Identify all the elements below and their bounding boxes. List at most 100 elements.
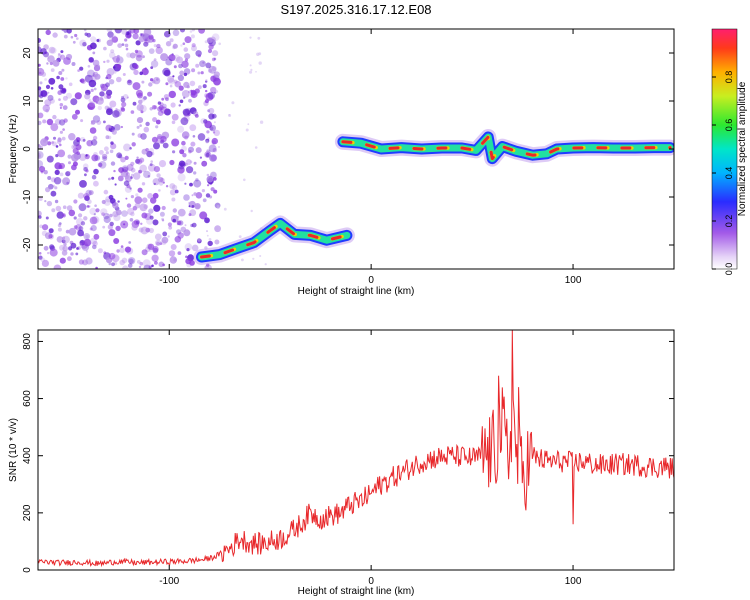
noise-speckle	[202, 61, 205, 64]
spectrogram-ytick-label: 0	[22, 146, 33, 152]
noise-speckle	[118, 167, 124, 173]
noise-speckle	[132, 101, 137, 106]
noise-speckle	[106, 29, 113, 33]
noise-speckle	[73, 199, 78, 204]
noise-speckle	[127, 79, 132, 84]
noise-speckle	[52, 114, 57, 120]
noise-speckle	[172, 208, 177, 213]
noise-speckle	[168, 54, 176, 62]
noise-speckle	[188, 205, 191, 208]
noise-speckle	[120, 156, 126, 163]
noise-speckle	[173, 258, 177, 262]
noise-speckle	[97, 248, 103, 254]
noise-speckle	[162, 231, 168, 237]
noise-speckle	[85, 189, 92, 196]
noise-speckle	[205, 92, 214, 101]
noise-speckle	[206, 230, 208, 233]
noise-speckle	[138, 227, 144, 233]
noise-speckle	[103, 46, 107, 51]
noise-speckle	[178, 160, 186, 167]
noise-speckle	[89, 207, 97, 215]
noise-speckle	[62, 205, 67, 209]
noise-speckle	[159, 181, 164, 186]
noise-speckle	[191, 43, 196, 48]
noise-speckle	[95, 101, 98, 104]
noise-speckle	[119, 247, 125, 253]
noise-speckle	[38, 86, 42, 91]
noise-speckle	[109, 213, 113, 218]
noise-speckle	[207, 109, 211, 113]
noise-speckle	[186, 248, 190, 252]
noise-speckle	[96, 120, 102, 125]
noise-speckle	[207, 48, 213, 54]
noise-speckle	[84, 173, 87, 177]
noise-speckle	[84, 93, 91, 100]
noise-speckle	[151, 264, 154, 268]
noise-speckle	[133, 172, 141, 180]
noise-speckle	[75, 144, 82, 151]
noise-speckle	[67, 154, 72, 159]
noise-speckle	[120, 106, 125, 111]
noise-speckle	[100, 208, 108, 216]
colorbar-tick-label: 0.8	[724, 71, 734, 84]
noise-speckle	[112, 202, 119, 209]
noise-speckle	[150, 66, 154, 69]
noise-speckle	[108, 194, 114, 200]
noise-speckle	[150, 78, 154, 82]
noise-speckle	[174, 80, 182, 88]
noise-speckle	[120, 107, 126, 112]
noise-speckle	[139, 104, 147, 113]
noise-speckle	[112, 110, 120, 118]
noise-speckle	[155, 46, 163, 55]
noise-speckle	[120, 125, 123, 129]
noise-speckle	[188, 150, 192, 154]
noise-speckle	[41, 230, 48, 236]
noise-speckle	[152, 219, 159, 226]
noise-speckle	[38, 43, 41, 48]
noise-speckle	[62, 95, 68, 101]
noise-speckle	[56, 75, 60, 80]
noise-speckle	[150, 60, 159, 68]
noise-speckle	[50, 190, 57, 197]
noise-speckle	[124, 43, 129, 48]
noise-speckle	[138, 99, 143, 105]
noise-speckle	[169, 84, 173, 88]
noise-speckle	[161, 97, 165, 101]
noise-speckle	[134, 49, 139, 54]
colorbar-tick-label: 0.6	[724, 119, 734, 132]
noise-speckle	[191, 194, 194, 197]
snr-axes: -100 0 100 0 200 400 600 800	[22, 330, 674, 587]
noise-speckle	[250, 68, 253, 71]
noise-speckle	[153, 58, 157, 62]
noise-speckle	[149, 215, 154, 220]
noise-speckle	[38, 166, 46, 173]
spectrogram-ytick-label: 20	[22, 47, 33, 59]
noise-speckle	[130, 211, 135, 217]
noise-speckle	[90, 42, 97, 50]
noise-speckle	[116, 56, 124, 64]
noise-speckle	[59, 143, 62, 147]
noise-speckle	[218, 42, 221, 46]
noise-speckle	[109, 34, 117, 42]
noise-speckle	[59, 54, 66, 60]
noise-speckle	[60, 77, 65, 81]
noise-speckle	[44, 78, 47, 81]
noise-speckle	[46, 200, 53, 207]
noise-speckle	[204, 99, 209, 104]
noise-speckle	[161, 219, 165, 222]
noise-speckle	[85, 169, 89, 173]
noise-speckle	[213, 71, 220, 78]
noise-speckle	[165, 82, 169, 86]
noise-speckle	[103, 189, 109, 195]
noise-speckle	[123, 143, 131, 152]
noise-speckle	[223, 207, 227, 211]
noise-speckle	[114, 29, 122, 34]
noise-speckle	[167, 222, 172, 227]
noise-speckle	[170, 244, 177, 250]
noise-speckle	[181, 90, 190, 98]
noise-speckle	[52, 59, 60, 67]
colorbar-tick-label: 0.0	[724, 263, 734, 276]
noise-speckle	[153, 166, 160, 173]
noise-speckle	[111, 129, 117, 135]
